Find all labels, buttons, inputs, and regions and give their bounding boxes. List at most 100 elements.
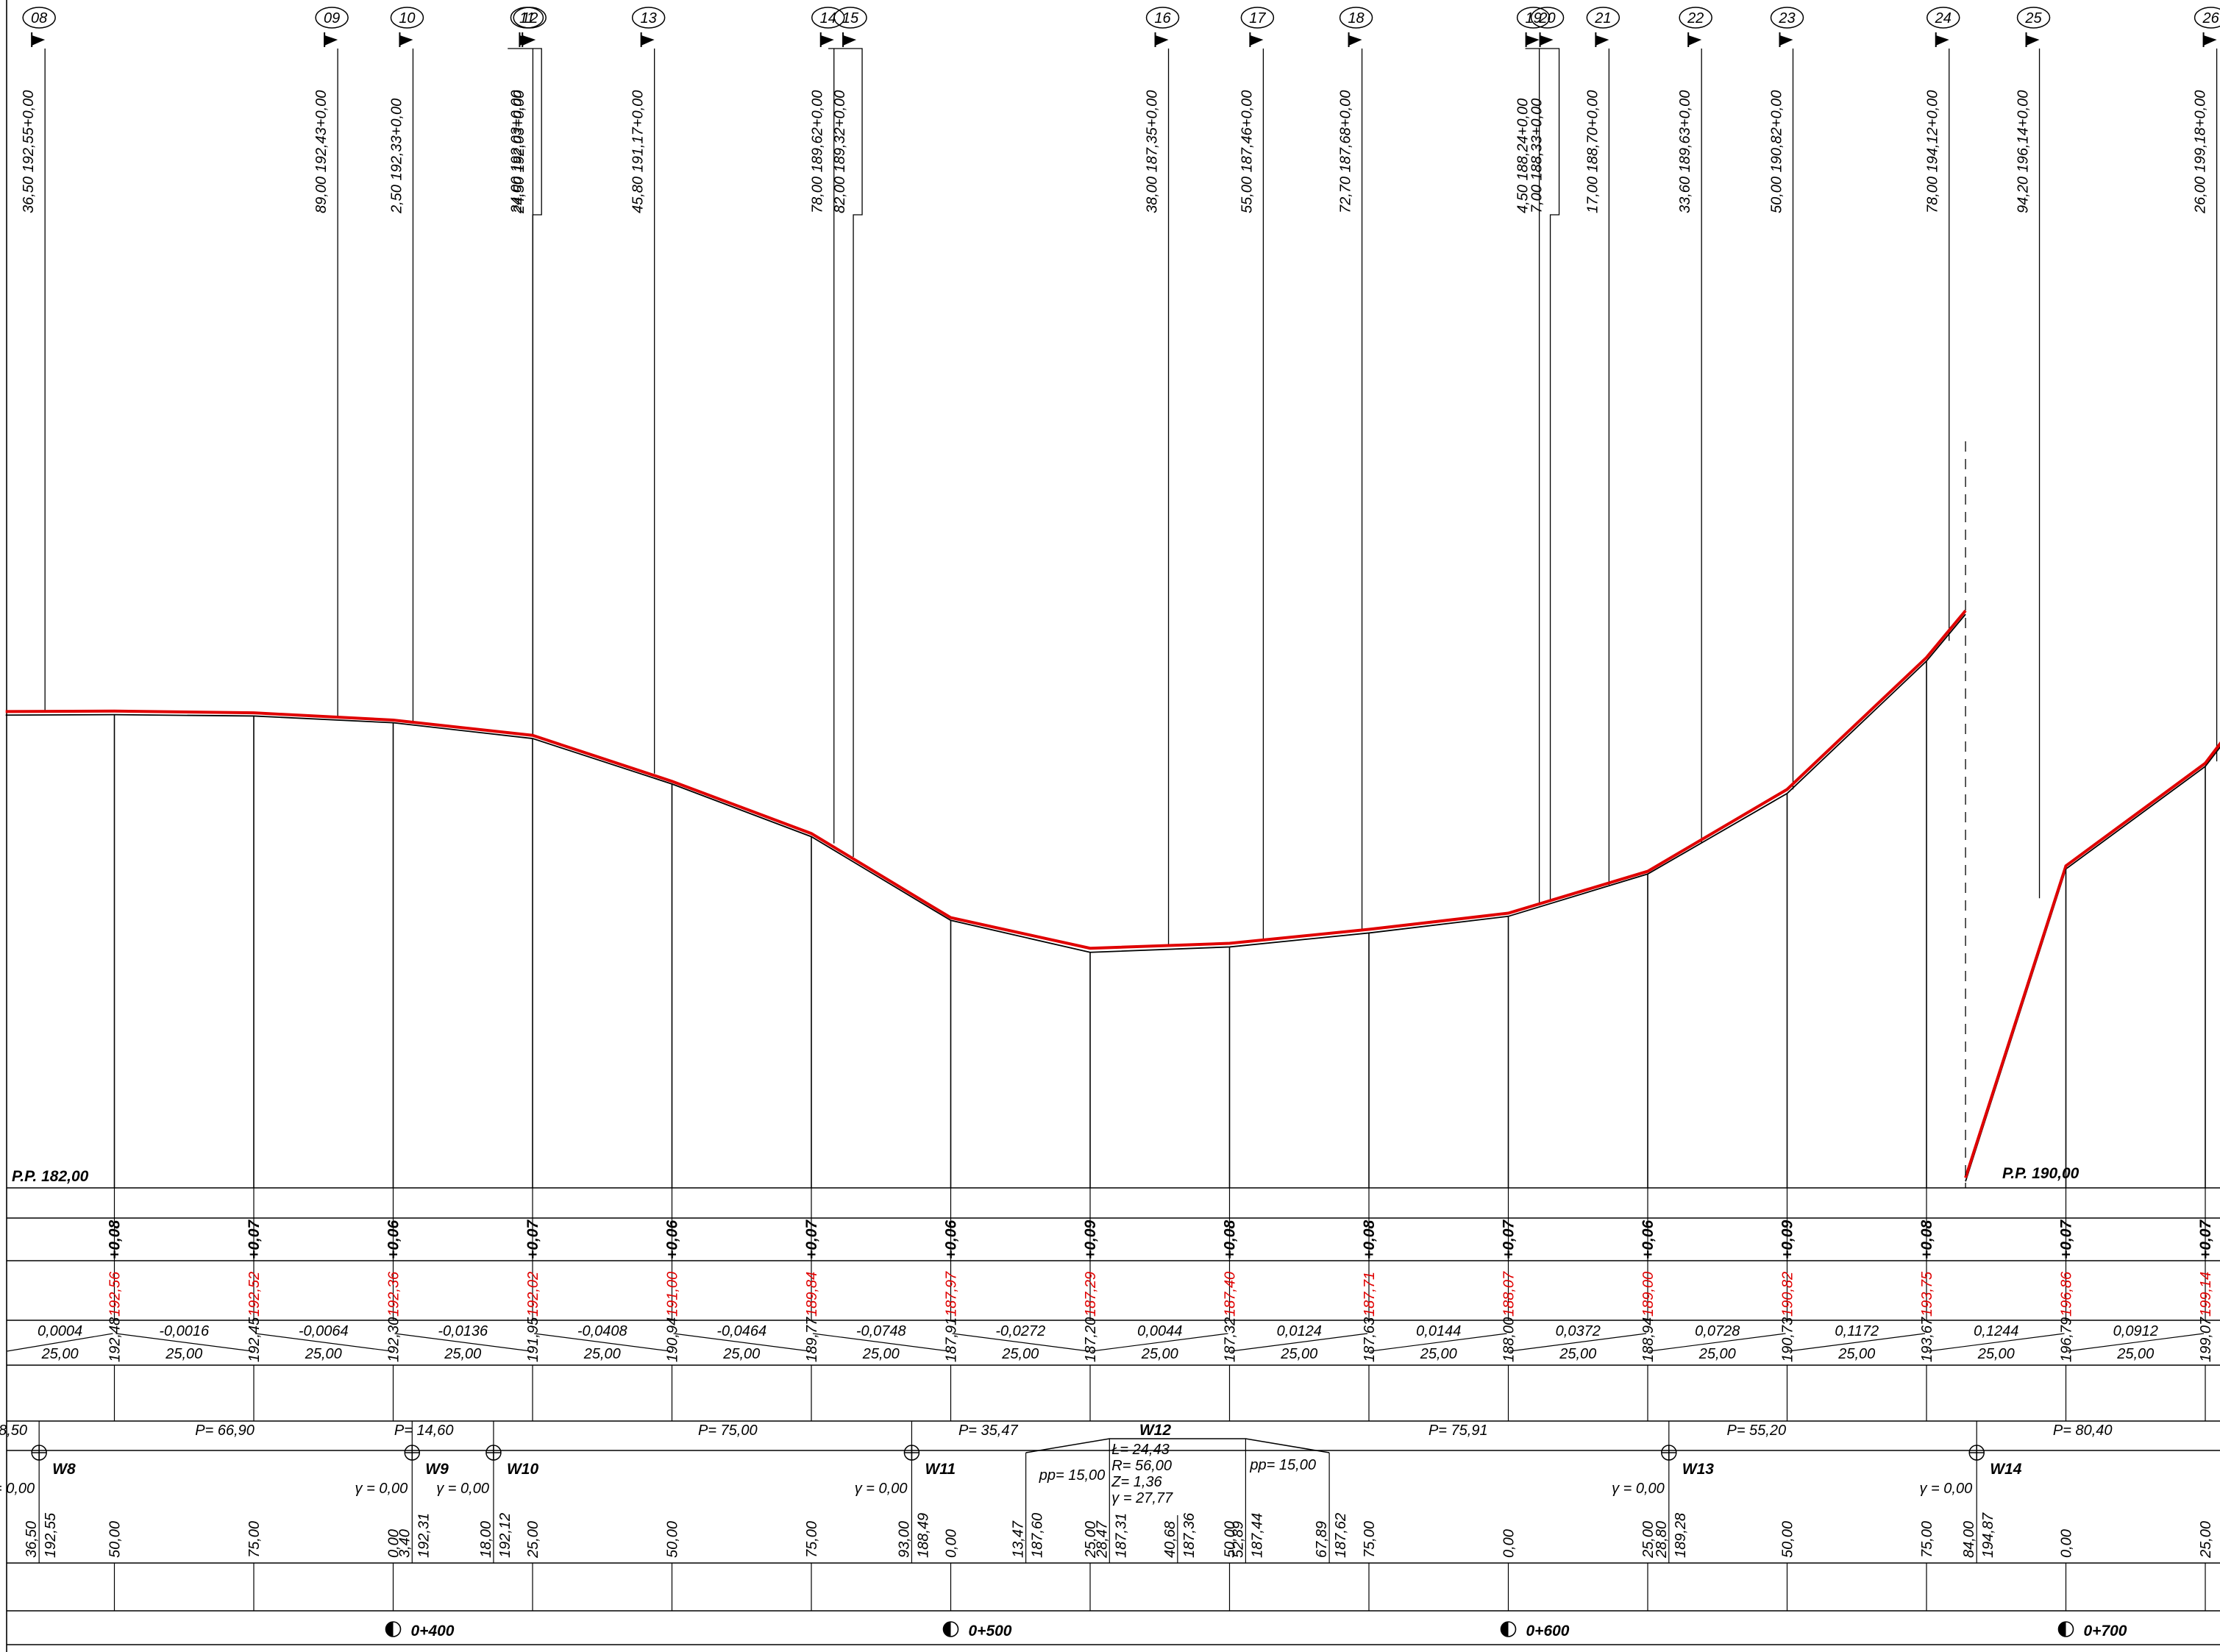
survey-point-10: 10 2,50 192,33+0,00 xyxy=(388,7,424,722)
curve-point-distance: 40,68 xyxy=(1162,1521,1178,1558)
design-elevation: 191,00 xyxy=(665,1272,681,1317)
point-number-bubble xyxy=(315,7,349,29)
half-filled-circle-fill xyxy=(385,1622,394,1637)
grade-value: 0,1244 xyxy=(1974,1323,2018,1339)
marker-flag-icon xyxy=(32,35,46,46)
vertex-elevation: 192,31 xyxy=(416,1513,432,1558)
point-number: 24 xyxy=(1935,10,1952,26)
survey-point-20: 20 7,00 188,33+0,00 xyxy=(1525,7,1565,902)
grade-slope-line xyxy=(1509,1333,1647,1352)
marker-flag-icon xyxy=(1155,35,1169,46)
point-number: 23 xyxy=(1778,10,1795,26)
straight-length: P= 80,40 xyxy=(2053,1423,2113,1439)
grade-slope-line xyxy=(1648,1333,1786,1352)
grade-value: -0,0272 xyxy=(995,1323,1045,1339)
point-description: 94,20 196,14+0,00 xyxy=(2016,90,2032,213)
terrain-elevation: 192,48 xyxy=(107,1317,124,1362)
point-description: 78,00 189,62+0,00 xyxy=(810,90,826,213)
chainage-distance: 25,00 xyxy=(1640,1521,1657,1559)
point-number-bubble xyxy=(1339,7,1373,29)
chainage-distance: 75,00 xyxy=(246,1521,263,1558)
design-elevation: 196,86 xyxy=(2059,1271,2075,1317)
vertex-angle: γ = 0,00 xyxy=(855,1481,908,1497)
chainage-distance: 0,00 xyxy=(386,1529,402,1558)
design-elevation: 189,84 xyxy=(804,1272,820,1317)
terrain-elevation: 187,91 xyxy=(944,1317,960,1362)
point-description: 2,50 192,33+0,00 xyxy=(388,99,405,214)
point-description: 82,00 189,32+0,00 xyxy=(832,90,848,213)
marker-flag-icon xyxy=(1348,35,1362,46)
vertex-distance: 3,40 xyxy=(396,1529,413,1558)
half-filled-circle-fill xyxy=(943,1622,951,1637)
datum-level-label: P.P. 182,00 xyxy=(12,1168,89,1185)
vertex-name: W11 xyxy=(925,1461,956,1478)
terrain-elevation: 187,20 xyxy=(1083,1317,1099,1362)
point-number: 19 xyxy=(1525,10,1541,26)
grade-value: 0,0728 xyxy=(1695,1323,1740,1339)
point-description: 4,50 188,24+0,00 xyxy=(1515,99,1531,213)
difference-value: +0,06 xyxy=(385,1220,402,1259)
vertex-elevation: 192,55 xyxy=(43,1512,59,1558)
grade-length: 25,00 xyxy=(1141,1346,1178,1362)
point-number: 17 xyxy=(1249,10,1266,26)
marker-flag-icon xyxy=(522,35,536,46)
curve-point-elevation: 187,31 xyxy=(1113,1513,1129,1558)
vertex-distance: 36,50 xyxy=(24,1521,40,1558)
difference-value: +0,08 xyxy=(1222,1220,1239,1259)
grade-length: 25,00 xyxy=(1698,1346,1736,1362)
terrain-elevation: 193,67 xyxy=(1919,1317,1935,1362)
chainage-label: 0+500 xyxy=(969,1623,1012,1639)
half-filled-circle-fill xyxy=(1501,1622,1509,1637)
curve-point-distance: 52,89 xyxy=(1230,1521,1246,1558)
curve-point-elevation: 187,44 xyxy=(1249,1513,1265,1558)
curve-point-elevation: 187,36 xyxy=(1181,1512,1198,1558)
point-description: 55,00 187,46+0,00 xyxy=(1239,90,1255,213)
chainage-distance: 50,00 xyxy=(1780,1521,1796,1558)
straight-length: P= 14,60 xyxy=(394,1423,454,1439)
grade-slope-line xyxy=(1370,1333,1507,1352)
terrain-elevation: 187,63 xyxy=(1362,1317,1378,1362)
grade-value: -0,0136 xyxy=(438,1323,488,1339)
marker-flag-icon xyxy=(1688,35,1702,46)
point-description: 38,00 187,35+0,00 xyxy=(1145,90,1161,213)
straight-length: P= 75,91 xyxy=(1429,1423,1488,1439)
grade-slope-line xyxy=(952,1333,1089,1352)
design-elevation: 199,14 xyxy=(2198,1272,2214,1317)
grade-value: 0,0004 xyxy=(38,1323,82,1339)
terrain-elevation: 187,32 xyxy=(1223,1317,1239,1362)
chainage-distance: 75,00 xyxy=(1919,1521,1935,1558)
design-grade-line xyxy=(5,609,1967,950)
vertex-name: W8 xyxy=(52,1461,76,1478)
point-number-bubble xyxy=(1240,7,1275,29)
transition-length: pp= 15,00 xyxy=(1039,1467,1106,1484)
survey-point-09: 09 89,00 192,43+0,00 xyxy=(313,7,349,717)
horizontal-curve-outline xyxy=(1025,1438,1330,1453)
survey-point-08: 08 36,50 192,55+0,00 xyxy=(21,7,56,712)
curve-parameter: Ł= 24,43 xyxy=(1111,1442,1169,1458)
difference-value: +0,09 xyxy=(1779,1220,1796,1259)
chainage-distance: 25,00 xyxy=(1083,1521,1099,1559)
marker-flag-icon xyxy=(1779,35,1793,46)
survey-point-16: 16 38,00 187,35+0,00 xyxy=(1145,7,1180,946)
grade-slope-line xyxy=(533,1333,671,1352)
chainage-distance: 50,00 xyxy=(107,1521,124,1558)
point-number-bubble xyxy=(631,7,666,29)
curve-parameter: Z= 1,36 xyxy=(1111,1474,1162,1490)
point-number-bubble xyxy=(1770,7,1804,29)
grade-slope-line xyxy=(255,1333,392,1352)
design-elevation: 187,40 xyxy=(1223,1272,1239,1317)
survey-point-17: 17 55,00 187,46+0,00 xyxy=(1239,7,1275,941)
straight-length: 8,50 xyxy=(0,1423,27,1439)
point-bracket-leader xyxy=(828,48,863,858)
grade-length: 25,00 xyxy=(1977,1346,2015,1362)
difference-value: +0,07 xyxy=(246,1220,263,1259)
survey-point-markers: 08 36,50 192,55+0,00 09 89,00 192,43+0,00 10… xyxy=(21,7,2220,946)
point-description: 36,50 192,55+0,00 xyxy=(21,90,37,213)
survey-point-24: 24 78,00 194,12+0,00 xyxy=(1925,7,1960,641)
chainage-distance: 0,00 xyxy=(2059,1529,2075,1558)
half-filled-circle-fill xyxy=(2058,1622,2066,1637)
straight-length: P= 35,47 xyxy=(958,1423,1019,1439)
terrain-elevation: 191,95 xyxy=(525,1317,541,1362)
vertex-distance: 93,00 xyxy=(896,1521,912,1558)
point-description: 78,00 194,12+0,00 xyxy=(1925,90,1941,213)
